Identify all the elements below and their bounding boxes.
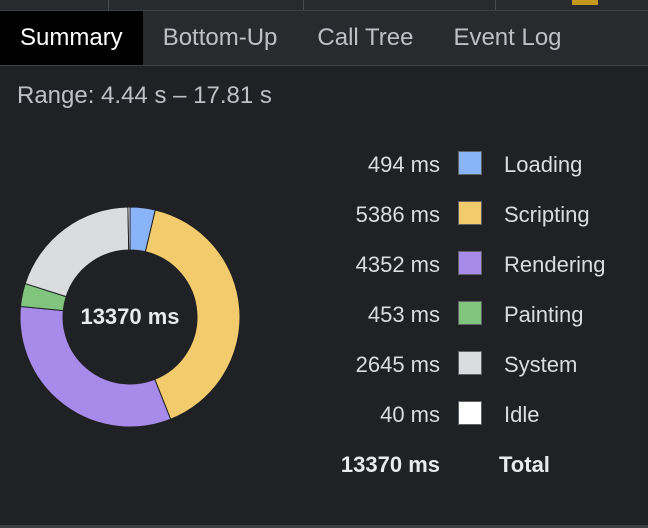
tab-bottom-up[interactable]: Bottom-Up	[162, 24, 278, 51]
donut-slice-rendering	[19, 305, 172, 428]
rendering-label: Rendering	[504, 252, 606, 277]
rendering-swatch	[458, 251, 482, 275]
panel-bottom-border	[0, 525, 648, 528]
timeline-tick	[495, 0, 496, 10]
category-legend: 494 ms Loading 5386 ms Scripting 4352 ms…	[300, 140, 640, 490]
idle-label: Idle	[504, 402, 540, 427]
loading-value: 494 ms	[367, 152, 440, 177]
loading-label: Loading	[504, 152, 583, 177]
idle-swatch	[458, 401, 482, 425]
painting-value: 453 ms	[367, 302, 440, 327]
legend-row-total: 13370 ms Total	[300, 440, 640, 490]
scripting-label: Scripting	[504, 202, 590, 227]
timeline-overview-strip[interactable]	[0, 0, 648, 11]
rendering-value: 4352 ms	[355, 252, 440, 277]
system-value: 2645 ms	[355, 352, 440, 377]
legend-row-scripting: 5386 ms Scripting	[300, 190, 640, 240]
scripting-value: 5386 ms	[355, 202, 440, 227]
painting-label: Painting	[504, 302, 584, 327]
timeline-tick	[303, 0, 304, 10]
donut-slice-scripting	[144, 209, 241, 420]
donut-slice-idle	[127, 206, 131, 251]
timeline-tick	[108, 0, 109, 10]
total-value: 13370 ms	[340, 452, 440, 477]
legend-row-loading: 494 ms Loading	[300, 140, 640, 190]
legend-row-idle: 40 ms Idle	[300, 390, 640, 440]
donut-total-label: 13370 ms	[80, 304, 180, 329]
scripting-swatch	[458, 201, 482, 225]
idle-value: 40 ms	[380, 402, 440, 427]
tab-summary[interactable]: Summary	[0, 11, 143, 65]
legend-row-system: 2645 ms System	[300, 340, 640, 390]
tab-event-log[interactable]: Event Log	[453, 24, 562, 51]
legend-row-painting: 453 ms Painting	[300, 290, 640, 340]
loading-swatch	[458, 151, 482, 175]
range-label: Range: 4.44 s – 17.81 s	[17, 82, 272, 109]
details-tab-bar: Summary Bottom-Up Call Tree Event Log	[0, 11, 648, 66]
summary-donut-chart	[19, 206, 241, 428]
tab-call-tree[interactable]: Call Tree	[317, 24, 414, 51]
legend-row-rendering: 4352 ms Rendering	[300, 240, 640, 290]
system-label: System	[504, 352, 578, 377]
painting-swatch	[458, 301, 482, 325]
system-swatch	[458, 351, 482, 375]
total-label: Total	[499, 452, 550, 477]
timeline-marker	[572, 0, 598, 5]
